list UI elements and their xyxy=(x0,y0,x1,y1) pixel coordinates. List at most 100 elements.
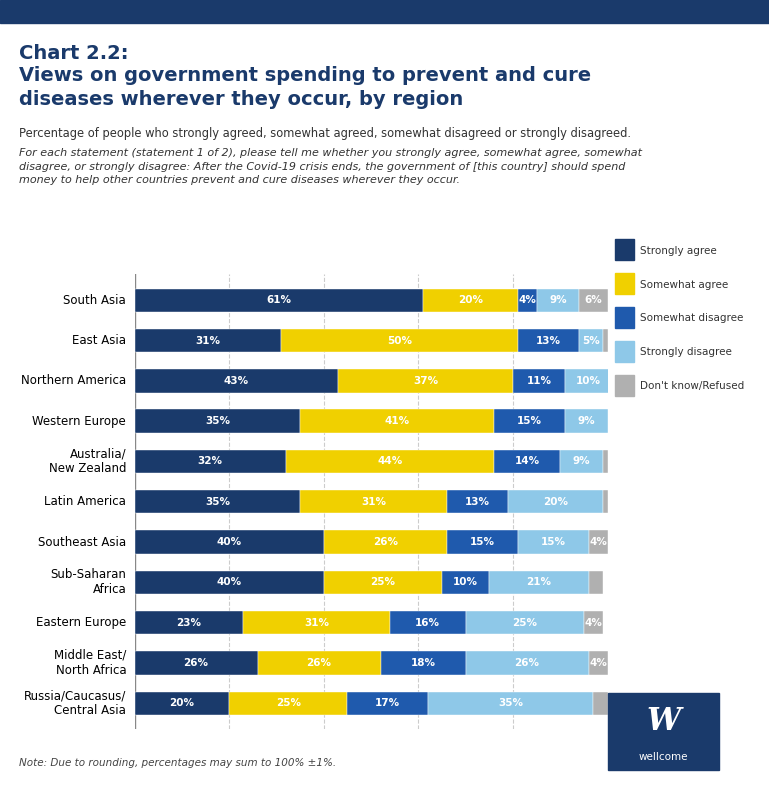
Bar xyxy=(135,571,324,594)
Text: 10%: 10% xyxy=(576,376,601,386)
Bar xyxy=(258,651,381,675)
Bar xyxy=(324,571,442,594)
Bar xyxy=(494,450,560,473)
Bar xyxy=(286,450,494,473)
Text: 35%: 35% xyxy=(205,416,230,426)
Text: W: W xyxy=(646,706,681,737)
Text: 21%: 21% xyxy=(527,577,551,588)
Text: 9%: 9% xyxy=(573,456,591,467)
Text: 50%: 50% xyxy=(387,335,412,346)
Text: 31%: 31% xyxy=(361,496,386,507)
Bar xyxy=(324,530,447,554)
Bar xyxy=(428,692,594,715)
Bar xyxy=(338,369,513,393)
Bar xyxy=(135,329,281,352)
Text: 35%: 35% xyxy=(205,496,230,507)
Text: 20%: 20% xyxy=(543,496,568,507)
Bar xyxy=(603,329,608,352)
Bar xyxy=(508,490,603,513)
Text: 26%: 26% xyxy=(514,658,540,668)
Text: 4%: 4% xyxy=(518,295,536,305)
Bar xyxy=(560,450,603,473)
Text: Strongly disagree: Strongly disagree xyxy=(640,347,731,357)
Bar xyxy=(135,651,258,675)
Bar xyxy=(518,530,588,554)
Bar xyxy=(300,409,494,433)
Text: 20%: 20% xyxy=(458,295,483,305)
Text: 9%: 9% xyxy=(549,295,567,305)
Text: 26%: 26% xyxy=(184,658,208,668)
Bar xyxy=(565,369,612,393)
Bar xyxy=(135,369,338,393)
Bar xyxy=(518,289,537,312)
Text: 32%: 32% xyxy=(198,456,223,467)
Bar xyxy=(300,490,447,513)
Bar xyxy=(494,409,565,433)
Text: 5%: 5% xyxy=(582,335,600,346)
Text: 11%: 11% xyxy=(527,376,551,386)
Bar xyxy=(489,571,588,594)
Text: Views on government spending to prevent and cure
diseases wherever they occur, b: Views on government spending to prevent … xyxy=(19,66,591,109)
Text: 41%: 41% xyxy=(384,416,410,426)
Text: Somewhat agree: Somewhat agree xyxy=(640,280,728,289)
Text: 16%: 16% xyxy=(415,617,441,628)
Bar xyxy=(390,611,466,634)
Text: 26%: 26% xyxy=(373,537,398,547)
Text: Percentage of people who strongly agreed, somewhat agreed, somewhat disagreed or: Percentage of people who strongly agreed… xyxy=(19,127,631,140)
Bar xyxy=(135,289,423,312)
Text: 61%: 61% xyxy=(266,295,291,305)
Text: 25%: 25% xyxy=(512,617,538,628)
Text: 9%: 9% xyxy=(578,416,595,426)
Bar xyxy=(588,530,608,554)
Text: 13%: 13% xyxy=(536,335,561,346)
Text: 44%: 44% xyxy=(378,456,403,467)
Text: 15%: 15% xyxy=(517,416,542,426)
Text: 43%: 43% xyxy=(224,376,249,386)
Bar xyxy=(603,490,608,513)
Text: For each statement (statement 1 of 2), please tell me whether you strongly agree: For each statement (statement 1 of 2), p… xyxy=(19,148,642,185)
Text: 37%: 37% xyxy=(413,376,438,386)
Bar xyxy=(594,692,608,715)
Text: 26%: 26% xyxy=(307,658,331,668)
Bar xyxy=(466,651,588,675)
Bar xyxy=(565,409,608,433)
Bar xyxy=(229,692,348,715)
Text: 15%: 15% xyxy=(470,537,494,547)
Text: 40%: 40% xyxy=(217,577,241,588)
Bar xyxy=(135,530,324,554)
Text: 20%: 20% xyxy=(169,698,195,708)
Text: 17%: 17% xyxy=(375,698,400,708)
Bar xyxy=(518,329,579,352)
Bar xyxy=(135,490,300,513)
Text: wellcome: wellcome xyxy=(638,752,688,762)
Bar xyxy=(513,369,565,393)
Text: 4%: 4% xyxy=(584,617,602,628)
Bar xyxy=(584,611,603,634)
Text: 15%: 15% xyxy=(541,537,566,547)
Bar xyxy=(603,450,608,473)
Text: 35%: 35% xyxy=(498,698,523,708)
Bar xyxy=(281,329,518,352)
Text: 31%: 31% xyxy=(195,335,221,346)
Bar xyxy=(135,409,300,433)
Bar xyxy=(466,611,584,634)
Text: Note: Due to rounding, percentages may sum to 100% ±1%.: Note: Due to rounding, percentages may s… xyxy=(19,758,336,767)
Bar xyxy=(243,611,390,634)
Text: 40%: 40% xyxy=(217,537,241,547)
Bar xyxy=(135,611,243,634)
Bar xyxy=(135,692,229,715)
Text: 18%: 18% xyxy=(411,658,435,668)
Text: 14%: 14% xyxy=(514,456,540,467)
Text: Chart 2.2:: Chart 2.2: xyxy=(19,44,128,64)
Text: 23%: 23% xyxy=(176,617,201,628)
Bar xyxy=(135,450,286,473)
Text: 31%: 31% xyxy=(305,617,329,628)
Bar xyxy=(588,571,603,594)
Bar xyxy=(447,490,508,513)
Bar xyxy=(537,289,579,312)
Bar xyxy=(579,329,603,352)
Text: 25%: 25% xyxy=(276,698,301,708)
Text: Strongly agree: Strongly agree xyxy=(640,246,717,256)
Text: 4%: 4% xyxy=(589,537,607,547)
Text: 6%: 6% xyxy=(584,295,602,305)
